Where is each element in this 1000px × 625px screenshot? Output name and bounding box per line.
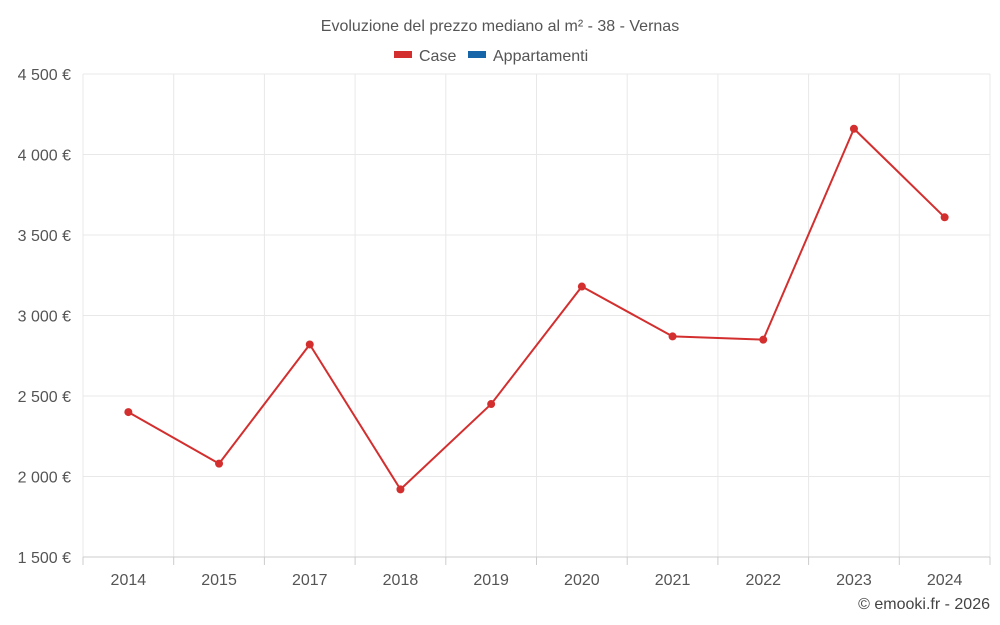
legend-item-case[interactable]: Case: [394, 48, 456, 65]
legend-label-appartamenti: Appartamenti: [493, 48, 588, 65]
data-point[interactable]: [759, 335, 768, 344]
data-point[interactable]: [577, 282, 586, 291]
legend-swatch-case: [394, 51, 412, 58]
legend-label-case: Case: [419, 48, 456, 65]
x-tick-label: 2024: [927, 572, 963, 589]
data-point[interactable]: [305, 340, 314, 349]
legend-swatch-appartamenti: [468, 51, 486, 58]
y-tick-label: 3 000 €: [18, 309, 71, 326]
data-point[interactable]: [487, 400, 496, 409]
data-point[interactable]: [849, 124, 858, 133]
y-tick-label: 2 000 €: [18, 470, 71, 487]
x-tick-label: 2021: [655, 572, 691, 589]
x-tick-label: 2014: [111, 572, 147, 589]
y-tick-label: 4 500 €: [18, 67, 71, 84]
series-line-case: [127, 127, 946, 491]
x-tick-label: 2023: [836, 572, 872, 589]
data-point[interactable]: [668, 332, 677, 341]
x-tick-label: 2022: [745, 572, 781, 589]
x-tick-label: 2017: [292, 572, 328, 589]
data-point[interactable]: [396, 485, 405, 494]
x-tick-label: 2019: [473, 572, 509, 589]
x-tick-label: 2020: [564, 572, 600, 589]
chart-title: Evoluzione del prezzo mediano al m² - 38…: [321, 18, 679, 35]
data-point[interactable]: [940, 213, 949, 222]
data-point[interactable]: [215, 459, 224, 468]
data-point[interactable]: [124, 408, 133, 417]
grid: [82, 73, 991, 558]
y-tick-label: 3 500 €: [18, 228, 71, 245]
y-tick-label: 1 500 €: [18, 550, 71, 567]
x-tick-label: 2015: [201, 572, 237, 589]
y-tick-label: 4 000 €: [18, 148, 71, 165]
axes: 1 500 € 2 000 € 2 500 € 3 000 € 3 500 € 4 000…: [18, 67, 991, 589]
y-tick-label: 2 500 €: [18, 389, 71, 406]
x-tick-label: 2018: [383, 572, 419, 589]
credit-text: © emooki.fr - 2026: [858, 596, 990, 613]
legend-item-appartamenti[interactable]: Appartamenti: [468, 48, 588, 65]
legend: Case Appartamenti: [394, 48, 588, 65]
series-case: [124, 124, 949, 494]
